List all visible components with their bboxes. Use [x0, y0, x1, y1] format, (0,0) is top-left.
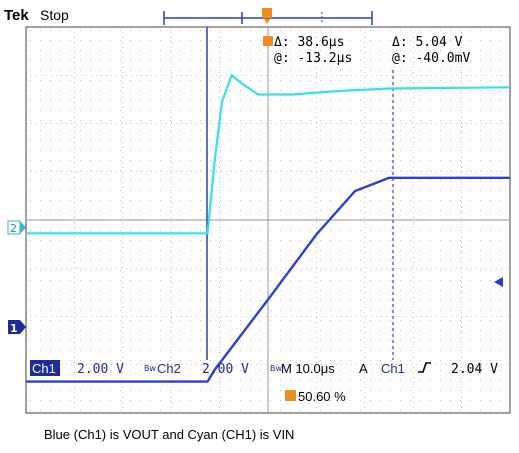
- trigger-source: Ch1: [381, 361, 405, 376]
- rising-edge-icon: [418, 362, 431, 373]
- trigger-position-icon: [285, 390, 296, 401]
- brand-label: Tek: [4, 7, 29, 24]
- ch2-scale: 2.00 V: [202, 362, 249, 377]
- ch2-label: Ch2: [157, 361, 181, 376]
- trigger-mode: A: [359, 361, 368, 376]
- ch1-label: Ch1: [32, 361, 56, 376]
- waveform-ch1: [26, 176, 510, 383]
- cursor-at-volt: @: -40.0mV: [392, 51, 470, 66]
- waveform-ch2: [26, 73, 511, 235]
- grid-lines: [26, 27, 510, 413]
- bw-icon: Bw: [144, 364, 156, 373]
- cursor-delta-volt: Δ: 5.04 V: [392, 35, 463, 50]
- trigger-position: 50.60 %: [298, 389, 346, 404]
- trigger-level: 2.04 V: [451, 362, 498, 377]
- cursor-readout: Δ: 38.6μs @: -13.2μs Δ: 5.04 V @: -40.0m…: [263, 35, 470, 66]
- figure-caption: Blue (Ch1) is VOUT and Cyan (CH1) is VIN: [44, 427, 295, 442]
- cursor-icon: [263, 36, 273, 46]
- cursor-delta-time: Δ: 38.6μs: [274, 35, 344, 50]
- ch1-marker-label: 1: [10, 322, 18, 335]
- acquisition-state: Stop: [40, 7, 69, 23]
- cursor-at-time: @: -13.2μs: [274, 51, 352, 66]
- trigger-level-arrow-icon: [494, 277, 503, 287]
- ch2-marker-label: 2: [10, 222, 17, 235]
- timebase: M 10.0μs: [281, 361, 335, 376]
- settings-bar: Ch1 2.00 V Bw Ch2 2.00 V Bw M 10.0μs A C…: [30, 360, 498, 404]
- ch2-ground-marker[interactable]: 2: [7, 220, 26, 235]
- ch1-ground-marker[interactable]: 1: [8, 320, 26, 335]
- ch1-scale: 2.00 V: [77, 362, 124, 377]
- bw-icon-2: Bw: [270, 364, 282, 373]
- trigger-position-marker-icon: [262, 8, 272, 24]
